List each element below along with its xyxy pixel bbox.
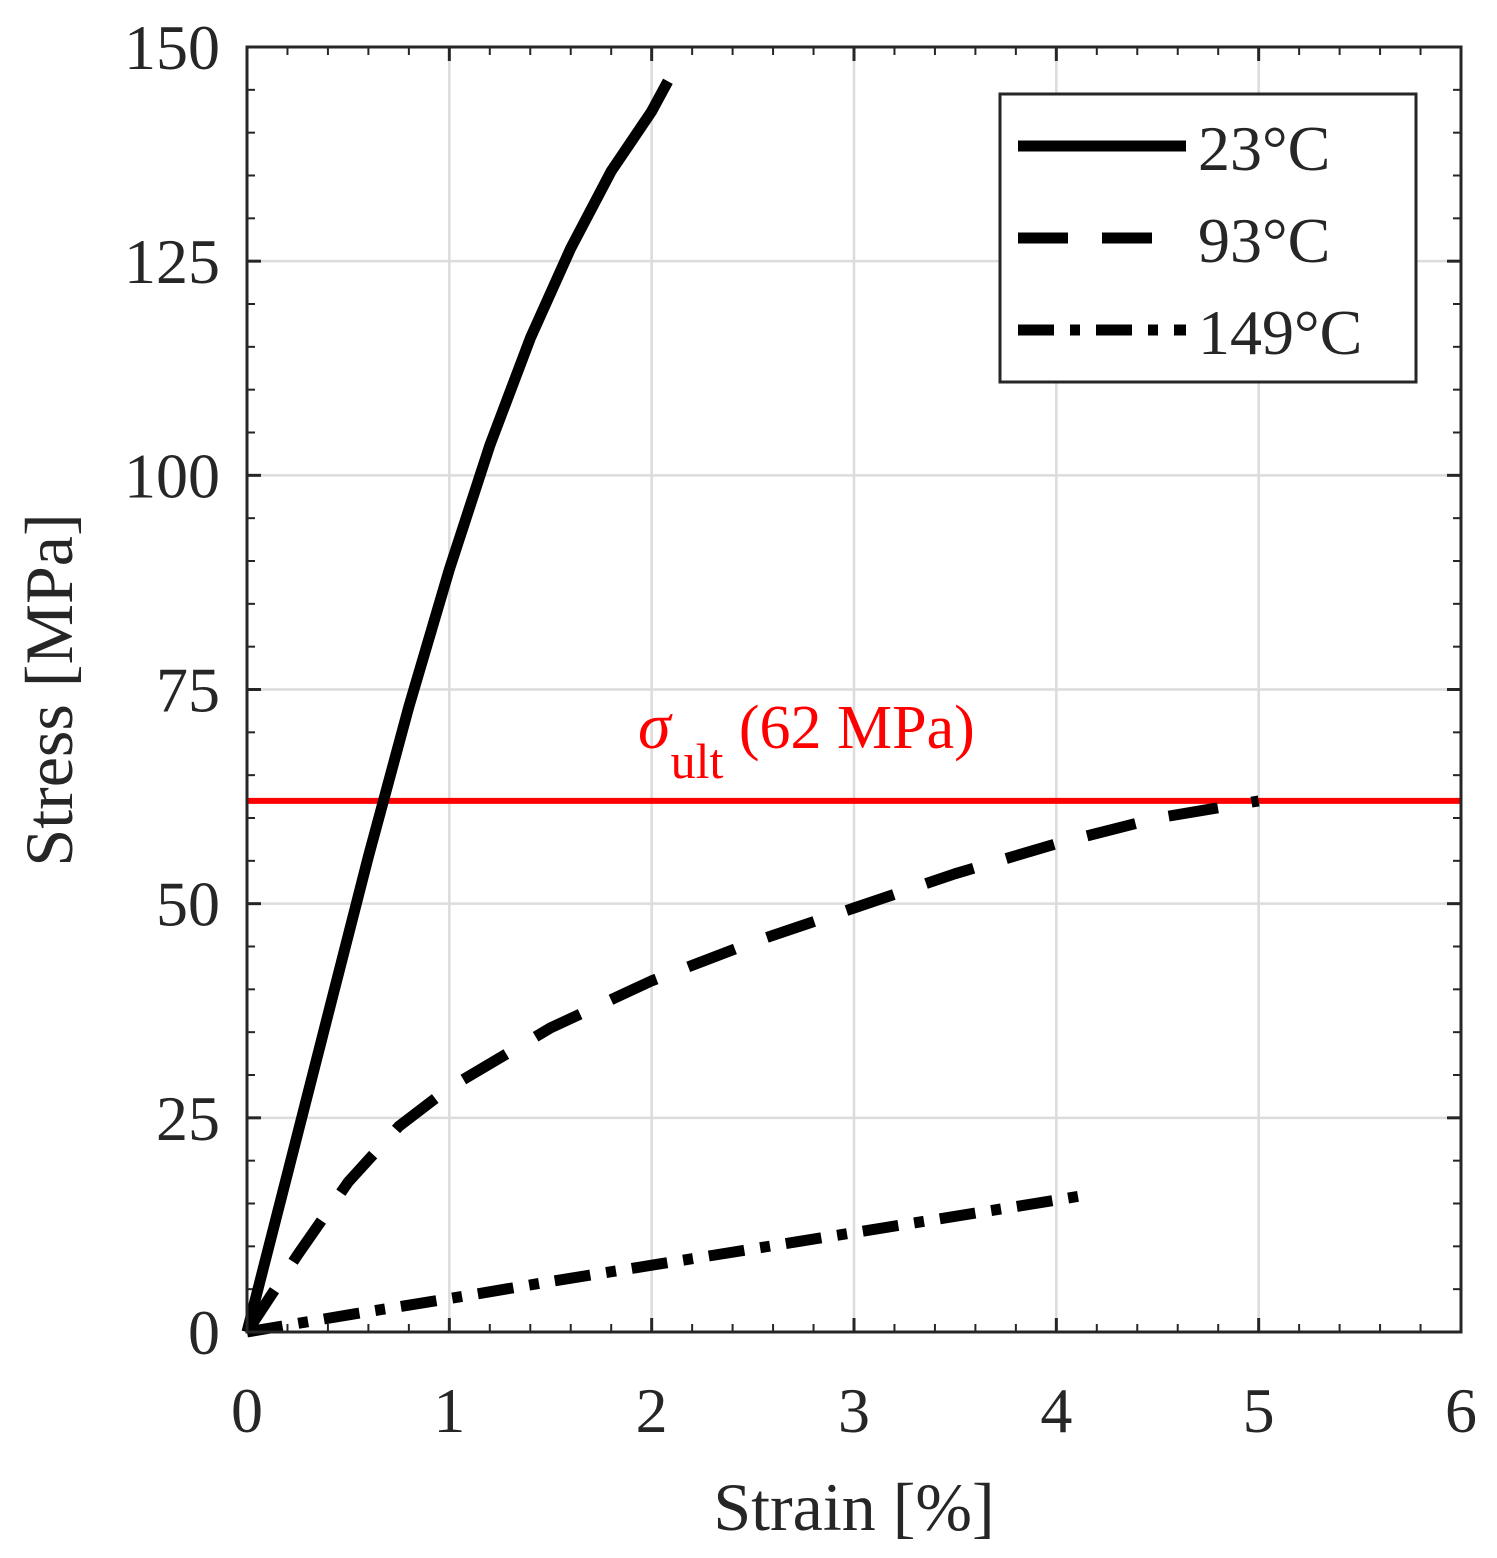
axes-box (245, 45, 1463, 1334)
y-tick-label: 100 (124, 440, 220, 511)
y-axis-label: Stress [MPa] (11, 513, 87, 866)
series-line-23c (241, 78, 673, 1334)
sigma-symbol: σ (638, 690, 673, 763)
y-tick-label: 25 (156, 1083, 220, 1154)
y-tick-label: 125 (124, 226, 220, 297)
sigma-subscript: ult (671, 733, 724, 789)
sigma-value: (62 MPa) (723, 694, 974, 762)
series-line-93c (242, 795, 1260, 1336)
x-axis-label: Strain [%] (713, 1469, 994, 1545)
x-tick-label: 5 (1243, 1375, 1275, 1446)
y-tick-label: 50 (156, 869, 220, 940)
y-tick-label: 0 (188, 1297, 220, 1368)
x-tick-labels: 0 1 2 3 4 5 6 (231, 1375, 1477, 1446)
y-tick-labels: 0 25 50 75 100 125 150 (124, 12, 220, 1368)
x-tick-label: 6 (1445, 1375, 1477, 1446)
series-layer (241, 78, 1260, 1338)
ultimate-strength-label: σult (62 MPa) (638, 690, 975, 789)
y-tick-label: 75 (156, 655, 220, 726)
x-tick-label: 1 (433, 1375, 465, 1446)
legend-label-149c: 149°C (1198, 297, 1362, 368)
x-tick-label: 3 (838, 1375, 870, 1446)
legend-label-23c: 23°C (1198, 113, 1330, 184)
y-tick-label: 150 (124, 12, 220, 83)
x-tick-label: 0 (231, 1375, 263, 1446)
x-tick-label: 4 (1040, 1375, 1072, 1446)
legend-label-93c: 93°C (1198, 205, 1330, 276)
x-tick-label: 2 (636, 1375, 668, 1446)
legend: 23°C 93°C 149°C (998, 92, 1418, 384)
